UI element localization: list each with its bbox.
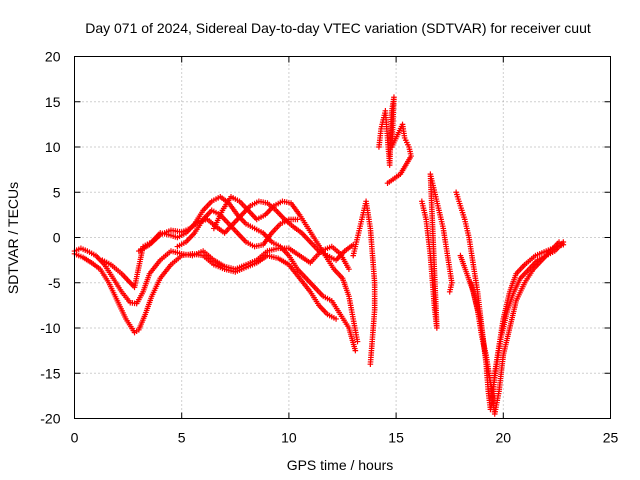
series-arc-7 — [350, 198, 378, 367]
series-arc-12 — [468, 239, 562, 417]
data-point — [384, 180, 391, 186]
y-tick-label: 10 — [45, 139, 61, 155]
x-tick-label: 5 — [178, 430, 186, 446]
series-arc-6 — [211, 193, 361, 345]
y-tick-label: -10 — [40, 320, 60, 336]
x-tick-label: 20 — [496, 430, 512, 446]
y-tick-label: 0 — [53, 230, 61, 246]
data-point — [446, 289, 453, 295]
data-point — [346, 266, 352, 272]
y-tick-label: 5 — [53, 184, 61, 200]
series-arc-8 — [376, 94, 414, 186]
x-axis-label: GPS time / hours — [287, 457, 394, 473]
y-tick-label: -20 — [40, 411, 60, 427]
data-point — [354, 338, 361, 345]
x-tick-labels: 0 5 10 15 20 25 — [71, 430, 619, 446]
series-arc-2 — [71, 250, 339, 336]
data-point — [352, 347, 359, 354]
x-tick-label: 15 — [388, 430, 404, 446]
y-tick-label: 20 — [45, 49, 61, 65]
data-point — [556, 239, 562, 245]
series-arc-10 — [453, 189, 567, 413]
x-tick-label: 25 — [603, 430, 619, 446]
y-tick-label: -5 — [48, 275, 61, 291]
data-point — [367, 361, 374, 367]
series-layer — [71, 94, 567, 417]
y-tick-labels: -20 -15 -10 -5 0 5 10 15 20 — [40, 49, 60, 427]
y-tick-label: 15 — [45, 94, 61, 110]
y-axis-label: SDTVAR / TECUs — [5, 182, 21, 294]
x-tick-label: 0 — [71, 430, 79, 446]
y-tick-label: -15 — [40, 365, 60, 381]
data-point — [333, 316, 339, 322]
x-tick-label: 10 — [281, 430, 297, 446]
tick-marks — [74, 56, 611, 419]
data-point — [294, 216, 301, 223]
series-arc-9 — [419, 171, 455, 331]
chart-title: Day 071 of 2024, Sidereal Day-to-day VTE… — [85, 20, 591, 36]
